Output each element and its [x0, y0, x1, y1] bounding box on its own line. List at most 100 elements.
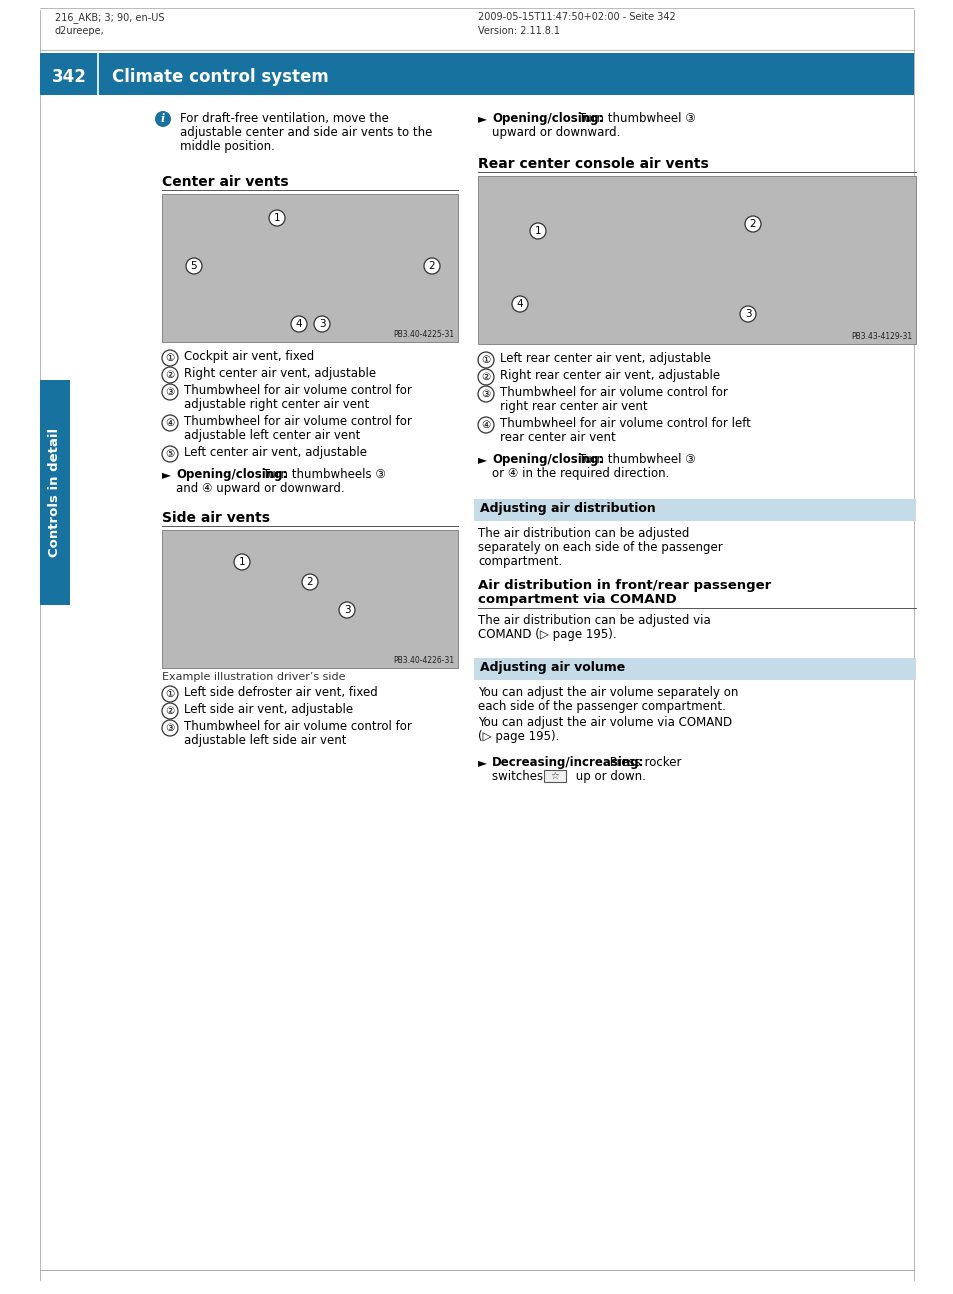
Text: 4: 4	[295, 320, 302, 329]
Text: 1: 1	[238, 556, 245, 567]
Text: PB3.40-4225-31: PB3.40-4225-31	[393, 330, 454, 339]
Circle shape	[162, 686, 178, 703]
Circle shape	[512, 296, 527, 312]
Text: The air distribution can be adjusted: The air distribution can be adjusted	[477, 527, 689, 540]
Text: separately on each side of the passenger: separately on each side of the passenger	[477, 541, 722, 554]
Text: 3: 3	[744, 309, 751, 320]
Bar	[543, 770, 565, 782]
Text: switches: switches	[492, 770, 546, 783]
Text: You can adjust the air volume separately on: You can adjust the air volume separately…	[477, 686, 738, 699]
Text: Opening/closing:: Opening/closing:	[492, 113, 602, 126]
Text: ►: ►	[477, 756, 486, 769]
Bar	[477, 176, 915, 344]
Text: Air distribution in front/rear passenger: Air distribution in front/rear passenger	[477, 578, 770, 591]
Circle shape	[162, 446, 178, 462]
Text: For draft-free ventilation, move the: For draft-free ventilation, move the	[180, 113, 389, 126]
Bar	[474, 499, 915, 521]
Text: 216_AKB; 3; 90, en-US: 216_AKB; 3; 90, en-US	[55, 12, 164, 23]
Text: rear center air vent: rear center air vent	[499, 431, 615, 444]
Text: 342: 342	[51, 69, 87, 85]
Text: Right center air vent, adjustable: Right center air vent, adjustable	[184, 367, 375, 380]
Text: each side of the passenger compartment.: each side of the passenger compartment.	[477, 700, 725, 713]
Text: compartment.: compartment.	[477, 555, 561, 568]
Circle shape	[269, 210, 285, 226]
Text: 1: 1	[534, 226, 540, 236]
Text: Opening/closing:: Opening/closing:	[492, 453, 602, 466]
Circle shape	[154, 111, 171, 127]
Text: Opening/closing:: Opening/closing:	[175, 468, 287, 481]
Text: Thumbwheel for air volume control for: Thumbwheel for air volume control for	[184, 719, 412, 732]
Text: and ④ upward or downward.: and ④ upward or downward.	[175, 481, 344, 496]
Text: up or down.: up or down.	[572, 770, 645, 783]
Circle shape	[477, 352, 494, 367]
Text: Turn thumbwheel ③: Turn thumbwheel ③	[575, 113, 696, 126]
Circle shape	[477, 369, 494, 386]
Text: 2: 2	[749, 219, 756, 229]
Circle shape	[162, 349, 178, 366]
Text: PB3.43-4129-31: PB3.43-4129-31	[850, 333, 911, 342]
Text: 4: 4	[517, 299, 523, 309]
Text: ②: ②	[481, 371, 490, 382]
Text: Side air vents: Side air vents	[162, 511, 270, 525]
Circle shape	[162, 703, 178, 719]
Text: Decreasing/increasing:: Decreasing/increasing:	[492, 756, 644, 769]
Text: adjustable left side air vent: adjustable left side air vent	[184, 734, 346, 747]
Text: 3: 3	[318, 320, 325, 329]
Text: Center air vents: Center air vents	[162, 175, 289, 189]
Text: Climate control system: Climate control system	[112, 69, 329, 85]
Text: Adjusting air distribution: Adjusting air distribution	[479, 502, 655, 515]
Text: ①: ①	[165, 688, 174, 699]
Text: middle position.: middle position.	[180, 140, 274, 153]
Circle shape	[423, 258, 439, 274]
Text: ①: ①	[165, 353, 174, 364]
Text: 3: 3	[343, 606, 350, 615]
Text: COMAND (▷ page 195).: COMAND (▷ page 195).	[477, 628, 616, 641]
Text: You can adjust the air volume via COMAND: You can adjust the air volume via COMAND	[477, 716, 731, 729]
Text: 1: 1	[274, 214, 280, 223]
Text: adjustable right center air vent: adjustable right center air vent	[184, 399, 369, 411]
Text: Controls in detail: Controls in detail	[49, 428, 61, 556]
Circle shape	[338, 602, 355, 619]
Text: Thumbwheel for air volume control for: Thumbwheel for air volume control for	[499, 386, 727, 399]
Circle shape	[740, 305, 755, 322]
Text: Left center air vent, adjustable: Left center air vent, adjustable	[184, 446, 367, 459]
Text: Turn thumbwheel ③: Turn thumbwheel ③	[575, 453, 696, 466]
Text: or ④ in the required direction.: or ④ in the required direction.	[492, 467, 669, 480]
Circle shape	[477, 386, 494, 402]
Text: d2ureepe,: d2ureepe,	[55, 26, 105, 36]
Text: (▷ page 195).: (▷ page 195).	[477, 730, 558, 743]
Text: Thumbwheel for air volume control for: Thumbwheel for air volume control for	[184, 384, 412, 397]
Text: ►: ►	[477, 113, 486, 126]
Text: ②: ②	[165, 707, 174, 716]
Text: Cockpit air vent, fixed: Cockpit air vent, fixed	[184, 349, 314, 364]
Text: Rear center console air vents: Rear center console air vents	[477, 157, 708, 171]
Text: Left rear center air vent, adjustable: Left rear center air vent, adjustable	[499, 352, 710, 365]
Circle shape	[162, 384, 178, 400]
Circle shape	[530, 223, 545, 239]
Text: 2: 2	[428, 261, 435, 270]
Text: Adjusting air volume: Adjusting air volume	[479, 661, 624, 674]
Circle shape	[302, 575, 317, 590]
Bar	[40, 53, 913, 94]
Text: ④: ④	[481, 421, 490, 430]
Circle shape	[744, 216, 760, 232]
Text: compartment via COMAND: compartment via COMAND	[477, 593, 676, 606]
Circle shape	[477, 417, 494, 433]
Text: PB3.40-4226-31: PB3.40-4226-31	[393, 656, 454, 665]
Text: Thumbwheel for air volume control for: Thumbwheel for air volume control for	[184, 415, 412, 428]
Text: upward or downward.: upward or downward.	[492, 126, 619, 138]
Text: right rear center air vent: right rear center air vent	[499, 400, 647, 413]
Text: Example illustration driver’s side: Example illustration driver’s side	[162, 672, 345, 682]
Circle shape	[162, 719, 178, 736]
Text: Press rocker: Press rocker	[606, 756, 681, 769]
Text: Right rear center air vent, adjustable: Right rear center air vent, adjustable	[499, 369, 720, 382]
Bar	[162, 531, 457, 668]
Text: ④: ④	[165, 418, 174, 428]
Text: adjustable center and side air vents to the: adjustable center and side air vents to …	[180, 126, 432, 138]
Text: Turn thumbwheels ③: Turn thumbwheels ③	[259, 468, 386, 481]
Text: ☆: ☆	[550, 771, 558, 782]
Text: adjustable left center air vent: adjustable left center air vent	[184, 430, 360, 443]
Text: Version: 2.11.8.1: Version: 2.11.8.1	[477, 26, 559, 36]
Text: ③: ③	[481, 389, 490, 399]
Text: i: i	[161, 114, 165, 124]
